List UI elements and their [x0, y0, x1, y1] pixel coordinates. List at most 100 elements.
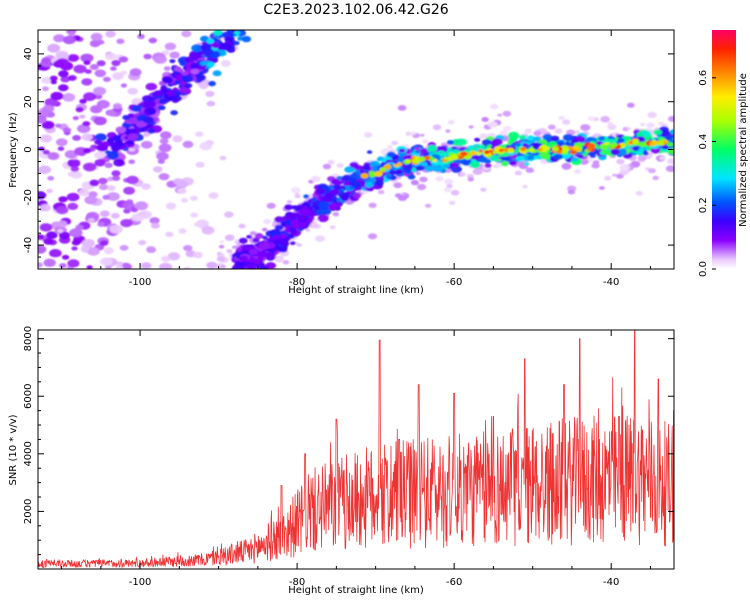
heatmap-cell: [236, 273, 245, 279]
heatmap-cell: [160, 85, 168, 90]
heatmap-cell: [474, 137, 481, 142]
heatmap-cell: [432, 165, 444, 172]
heatmap-cell: [47, 152, 60, 161]
heatmap-cell: [153, 166, 163, 173]
heatmap-cell: [553, 153, 563, 160]
heatmap-cell: [519, 134, 527, 140]
heatmap-cell: [423, 152, 430, 157]
heatmap-cell: [468, 145, 474, 150]
heatmap-cell: [329, 188, 340, 196]
heatmap-cell: [159, 262, 173, 269]
heatmap-cell: [349, 161, 359, 168]
heatmap-cell: [158, 173, 170, 181]
heatmap-cell: [514, 170, 522, 176]
heatmap-cell: [435, 176, 444, 182]
heatmap-cell: [229, 270, 235, 274]
heatmap-cell: [231, 273, 239, 279]
heatmap-cell: [123, 208, 131, 214]
heatmap-cell: [90, 32, 103, 41]
heatmap-cell: [109, 225, 123, 234]
x-tick-label: -80: [289, 277, 305, 288]
heatmap-cell: [195, 161, 205, 168]
heatmap-cell: [475, 151, 482, 156]
x-tick-label: -40: [603, 277, 619, 288]
heatmap-cell: [500, 161, 509, 167]
heatmap-cell: [179, 86, 191, 94]
heatmap-cell: [233, 277, 239, 281]
heatmap-cell: [203, 48, 214, 56]
heatmap-cell: [83, 92, 97, 102]
heatmap-cell: [46, 188, 53, 194]
heatmap-cell: [640, 123, 645, 126]
heatmap-cell: [273, 235, 280, 240]
heatmap-cell: [305, 228, 311, 232]
heatmap-cell: [445, 129, 451, 133]
heatmap-cell: [50, 80, 57, 85]
heatmap-cell: [181, 71, 189, 76]
heatmap-cell: [224, 36, 233, 42]
colorbar-tick-label: 0.4: [698, 134, 709, 150]
heatmap-cell: [215, 270, 223, 276]
heatmap-cell: [49, 249, 62, 258]
heatmap-cell: [554, 128, 563, 134]
heatmap-cell: [416, 165, 425, 171]
heatmap-cell: [219, 287, 227, 293]
heatmap-cell: [571, 157, 578, 162]
heatmap-cell: [148, 37, 158, 44]
heatmap-cell: [286, 213, 298, 221]
heatmap-cell: [253, 259, 261, 265]
heatmap-cell: [82, 121, 91, 127]
heatmap-cell: [67, 202, 79, 210]
heatmap-cell: [38, 165, 51, 174]
heatmap-cell: [167, 252, 180, 261]
heatmap-cell: [75, 106, 84, 113]
heatmap-cell: [49, 75, 58, 82]
heatmap-cell: [241, 35, 252, 43]
heatmap-cell: [455, 138, 467, 146]
heatmap-cell: [225, 304, 235, 311]
heatmap-cell: [224, 234, 235, 241]
heatmap-cell: [385, 173, 392, 178]
heatmap-cell: [254, 233, 264, 239]
heatmap-cell: [238, 237, 248, 244]
heatmap-cell: [125, 199, 134, 205]
heatmap-cell: [450, 154, 459, 161]
heatmap-cell: [120, 219, 133, 228]
heatmap-cell: [62, 93, 76, 102]
heatmap-x-axis-label: Height of straight line (km): [288, 285, 424, 296]
heatmap-cell: [228, 280, 238, 287]
heatmap-cell: [104, 52, 117, 61]
heatmap-cell: [40, 204, 51, 212]
heatmap-cell: [83, 162, 97, 172]
heatmap-cell: [103, 76, 111, 82]
heatmap-cell: [426, 145, 438, 153]
heatmap-cell: [234, 30, 241, 35]
heatmap-panel: -100 -80 -60 -40 -40 -20 0 20 40 Height of stra…: [8, 29, 675, 311]
heatmap-cell: [169, 51, 180, 59]
heatmap-cell: [195, 74, 206, 82]
heatmap-cell: [270, 273, 278, 278]
colorbar-tick-label: 0.0: [698, 261, 709, 277]
heatmap-cell: [87, 247, 100, 256]
x-tick-label: -100: [129, 277, 152, 288]
heatmap-cell: [215, 285, 225, 291]
heatmap-cell: [586, 147, 593, 152]
heatmap-cell: [219, 240, 225, 244]
heatmap-cell: [348, 177, 358, 184]
colorbar-tick-label: 0.2: [698, 197, 709, 213]
snr-panel: -100 -80 -60 -40 2000 4000 6000 8000 Height of…: [8, 326, 675, 596]
heatmap-cell: [67, 54, 80, 62]
heatmap-cell: [102, 194, 110, 200]
heatmap-cell: [208, 192, 219, 199]
heatmap-cell: [58, 231, 71, 240]
heatmap-cell: [110, 145, 121, 152]
heatmap-cell: [143, 53, 152, 60]
heatmap-cell: [599, 144, 608, 150]
y-tick-label: 4000: [23, 441, 34, 466]
heatmap-cell: [499, 130, 508, 137]
heatmap-cell: [128, 117, 139, 125]
heatmap-cell: [444, 178, 454, 185]
heatmap-cell: [352, 192, 362, 199]
colorbar-label: Normalized spectral amplitude: [738, 73, 749, 227]
heatmap-cell: [94, 139, 102, 145]
